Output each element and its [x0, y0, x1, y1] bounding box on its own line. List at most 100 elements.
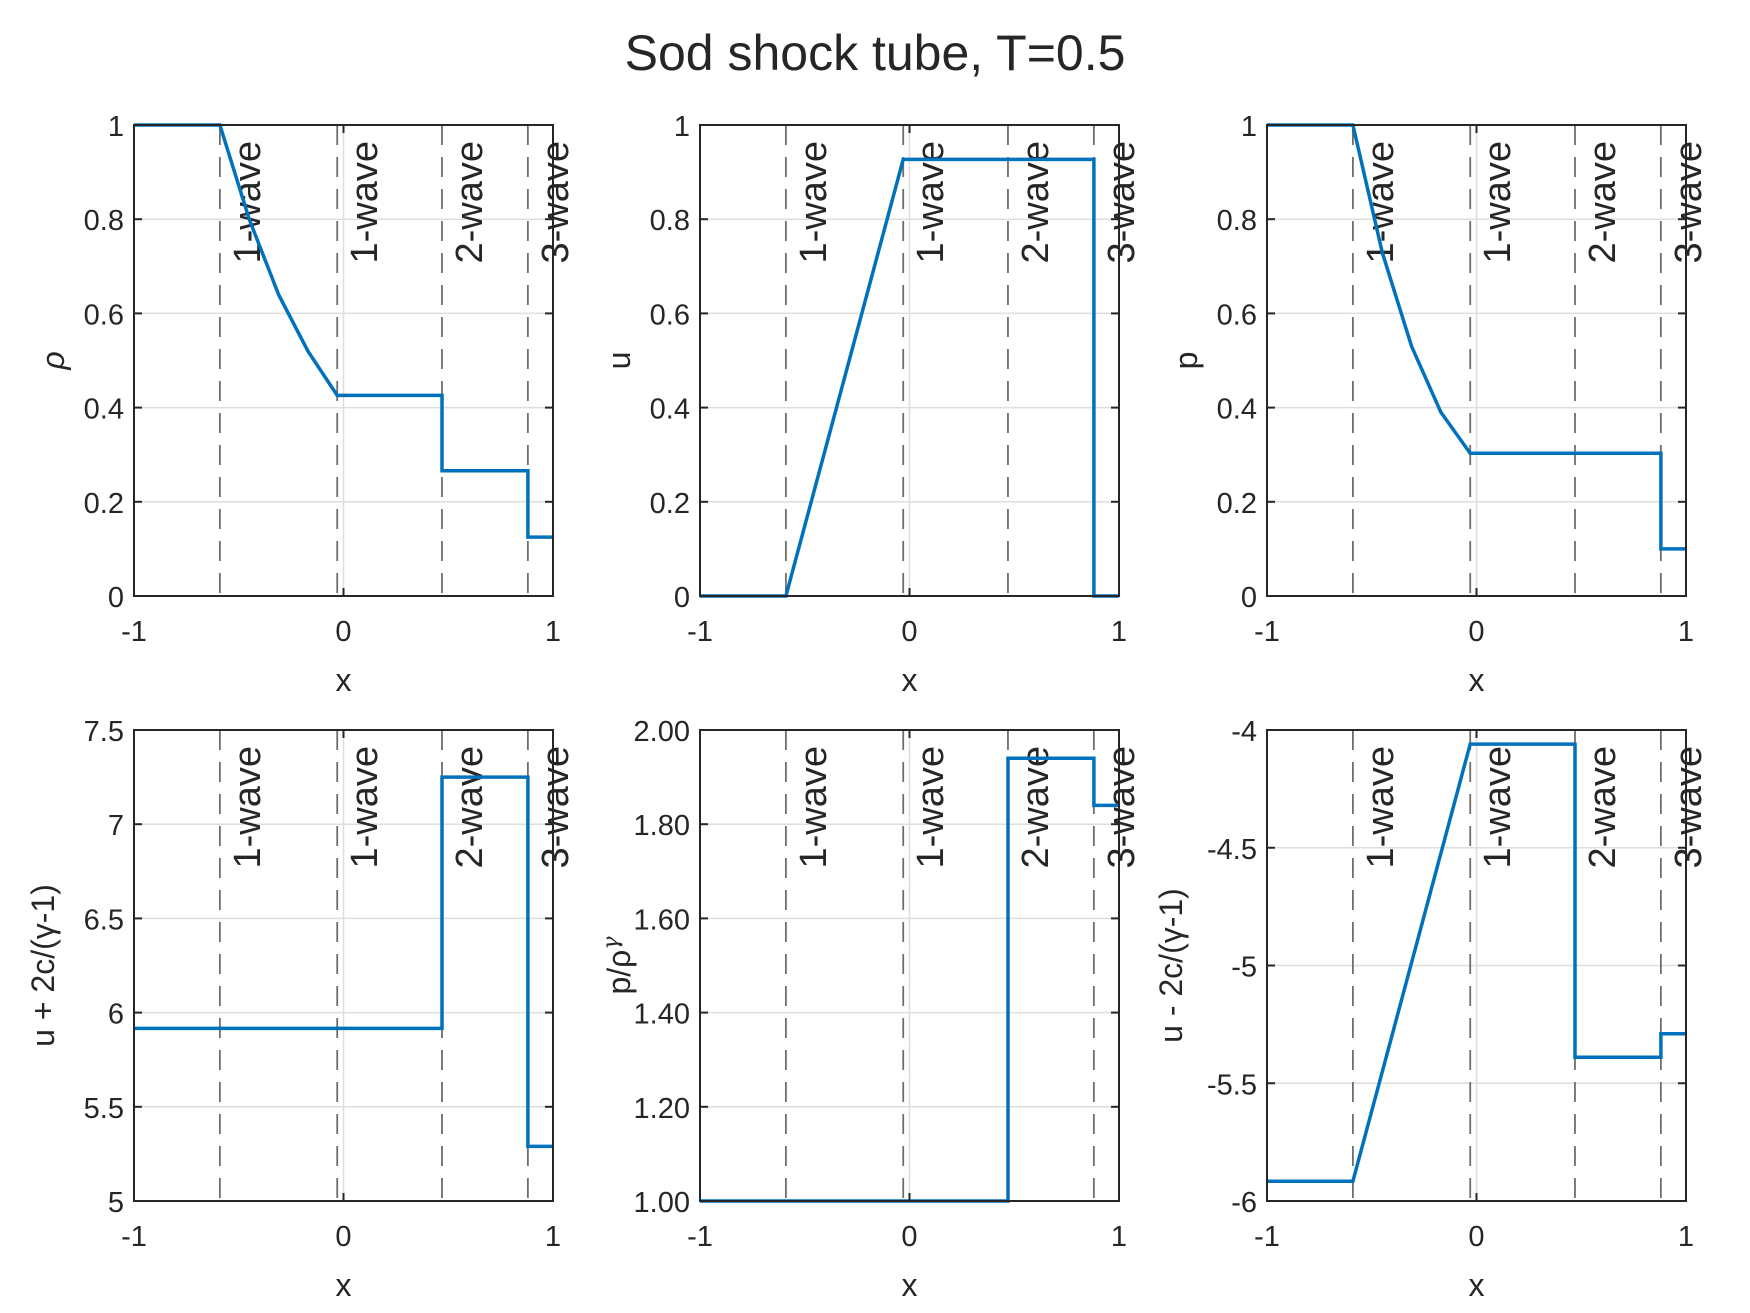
- y-tick-label: 7.5: [84, 716, 124, 748]
- y-tick-label: 1.40: [634, 999, 690, 1031]
- x-tick-label: -1: [1254, 616, 1280, 648]
- wave-label: 3-wave: [535, 746, 577, 869]
- wave-label: 1-wave: [910, 746, 952, 869]
- y-tick-label: 0.4: [1217, 394, 1257, 426]
- wave-label: 1-wave: [1477, 141, 1519, 264]
- x-axis-label: x: [336, 1267, 352, 1303]
- x-axis-label: x: [336, 662, 352, 698]
- y-axis-label: p/ργ: [599, 936, 637, 995]
- y-axis-label: p: [1168, 352, 1204, 370]
- y-tick-label: 0.6: [1217, 299, 1257, 331]
- y-axis-label: u + 2c/(γ-1): [25, 884, 61, 1047]
- y-tick-label: 0: [674, 582, 690, 614]
- x-axis-label: x: [902, 1267, 918, 1303]
- y-tick-label: 2.00: [634, 716, 690, 748]
- wave-label: 1-wave: [344, 746, 386, 869]
- wave-label: 1-wave: [1360, 746, 1402, 869]
- y-tick-label: 0.8: [1217, 205, 1257, 237]
- y-tick-label: 0.2: [650, 488, 690, 520]
- x-tick-label: 0: [335, 616, 351, 648]
- y-tick-label: 6: [108, 999, 124, 1031]
- wave-label: 1-wave: [227, 141, 269, 264]
- wave-label: 3-wave: [1101, 746, 1143, 869]
- y-tick-label: 0.2: [1217, 488, 1257, 520]
- wave-label: 1-wave: [793, 141, 835, 264]
- wave-label: 1-wave: [1477, 746, 1519, 869]
- subplot-u: 1-wave 1-wave 2-wave 3-wave-1 0 100.20.40.60.…: [601, 111, 1143, 698]
- x-tick-label: 1: [545, 616, 561, 648]
- subplot-rho: 1-wave 1-wave 2-wave 3-wave-1 0 100.20.40.60.…: [35, 111, 577, 698]
- subplot-p: 1-wave 1-wave 2-wave 3-wave-1 0 100.20.40.60.…: [1168, 111, 1710, 698]
- y-axis-label: ρ: [35, 351, 71, 370]
- wave-label: 3-wave: [535, 141, 577, 264]
- wave-label: 2-wave: [1582, 141, 1624, 264]
- x-tick-label: 1: [1678, 1221, 1694, 1253]
- x-tick-label: 0: [1468, 1221, 1484, 1253]
- x-tick-label: -1: [121, 616, 147, 648]
- y-axis-label: u: [601, 352, 637, 370]
- x-axis-label: x: [1469, 1267, 1485, 1303]
- y-tick-label: -4.5: [1207, 834, 1257, 866]
- x-tick-label: -1: [687, 1221, 713, 1253]
- wave-label: 1-wave: [793, 746, 835, 869]
- y-tick-label: 0.8: [84, 205, 124, 237]
- y-tick-label: 1.80: [634, 810, 690, 842]
- y-tick-label: 7: [108, 810, 124, 842]
- data-series-line: [134, 123, 553, 539]
- subplot-riemann-minus: 1-wave 1-wave 2-wave 3-wave -1 0 1 -6 -5.5 -5 -4.5…: [1153, 716, 1710, 1303]
- subplot-entropy: 1-wave 1-wave 2-wave 3-wave -1 0 1 1.00 1.20 1.40…: [599, 716, 1143, 1303]
- wave-label: 1-wave: [910, 141, 952, 264]
- subplot-riemann-plus: 1-wave 1-wave 2-wave 3-wave -1 0 1 5 5.5 6 6.5 7 7.5…: [25, 716, 577, 1303]
- y-tick-label: 0: [108, 582, 124, 614]
- y-tick-label: 1.60: [634, 904, 690, 936]
- y-tick-label: 0.8: [650, 205, 690, 237]
- y-tick-label: 1.00: [634, 1187, 690, 1219]
- figure-title: Sod shock tube, T=0.5: [625, 25, 1126, 81]
- x-tick-label: 1: [1111, 1221, 1127, 1253]
- wave-label: 1-wave: [227, 746, 269, 869]
- wave-label: 2-wave: [1582, 746, 1624, 869]
- y-tick-label: 6.5: [84, 904, 124, 936]
- data-series-line: [1267, 742, 1686, 1183]
- data-series-line: [1267, 123, 1686, 551]
- y-tick-label: 0.6: [650, 299, 690, 331]
- x-tick-label: 0: [901, 1221, 917, 1253]
- x-tick-label: -1: [687, 616, 713, 648]
- wave-label: 3-wave: [1668, 141, 1710, 264]
- wave-label: 2-wave: [449, 746, 491, 869]
- wave-label: 2-wave: [1015, 746, 1057, 869]
- x-tick-label: 1: [545, 1221, 561, 1253]
- y-axis-label: u - 2c/(γ-1): [1153, 888, 1189, 1043]
- x-axis-label: x: [1469, 662, 1485, 698]
- y-tick-label: -4: [1231, 716, 1257, 748]
- x-axis-label: x: [902, 662, 918, 698]
- x-tick-label: -1: [1254, 1221, 1280, 1253]
- x-tick-label: 0: [1468, 616, 1484, 648]
- y-tick-label: 0.2: [84, 488, 124, 520]
- x-tick-label: -1: [121, 1221, 147, 1253]
- wave-label: 3-wave: [1101, 141, 1143, 264]
- y-tick-label: 1: [1241, 111, 1257, 143]
- x-tick-label: 0: [335, 1221, 351, 1253]
- y-tick-label: 1: [108, 111, 124, 143]
- y-tick-label: 0.6: [84, 299, 124, 331]
- y-tick-label: 0: [1241, 582, 1257, 614]
- y-tick-label: 5: [108, 1187, 124, 1219]
- y-tick-label: -6: [1231, 1187, 1257, 1219]
- wave-label: 2-wave: [1015, 141, 1057, 264]
- data-series-line: [134, 775, 553, 1149]
- y-tick-label: 0.4: [650, 394, 690, 426]
- wave-label: 1-wave: [344, 141, 386, 264]
- x-tick-label: 1: [1678, 616, 1694, 648]
- y-tick-label: 0.4: [84, 394, 124, 426]
- y-tick-label: -5.5: [1207, 1069, 1257, 1101]
- y-tick-label: -5: [1231, 952, 1257, 984]
- wave-label: 2-wave: [449, 141, 491, 264]
- y-tick-label: 1.20: [634, 1093, 690, 1125]
- wave-label: 3-wave: [1668, 746, 1710, 869]
- x-tick-label: 0: [901, 616, 917, 648]
- y-tick-label: 1: [674, 111, 690, 143]
- y-tick-label: 5.5: [84, 1093, 124, 1125]
- x-tick-label: 1: [1111, 616, 1127, 648]
